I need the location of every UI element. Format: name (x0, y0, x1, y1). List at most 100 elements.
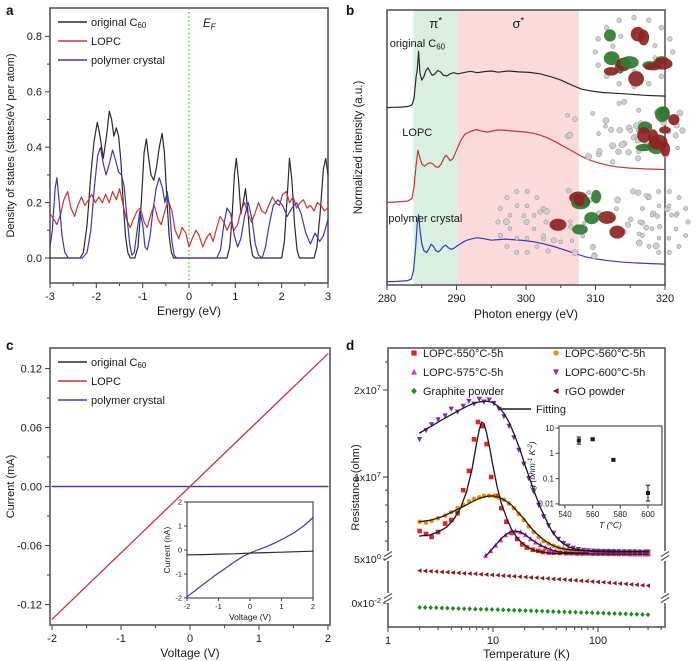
band-label: σ* (513, 14, 525, 31)
fermi-label: EF (203, 18, 217, 32)
c-legend-label: polymer crystal (91, 395, 165, 407)
d-inset: 540 560 580 600 10 1 0.1 0.01 T (°C) g (ohm-1 K-2… (527, 424, 663, 530)
c-inset-x-axis-label: Voltage (V) (229, 612, 271, 622)
panel-c-chart: -2 -1 0 1 2 0.12 0.06 0.00 -0.06 -0.12 Voltage (V)… (5, 347, 331, 660)
b-curve-label: LOPC (402, 127, 432, 139)
a-series-polymer-crystal (49, 146, 329, 259)
d-legend-label: LOPC-575°C-5h (423, 367, 503, 379)
a-y-axis-label: Density of states (states/eV per atom) (5, 53, 17, 237)
panel-a-chart: -3 -2 -1 0 1 2 3 0.0 0.2 0.4 0.6 0.8 Energy (eV) Dens… (5, 7, 331, 318)
a-x-tick: 2 (279, 291, 285, 303)
c-inset-x-tick: 0 (248, 602, 252, 611)
d-legend: LOPC-550°C-5h LOPC-560°C-5h LOPC-575°C-5h L… (411, 348, 645, 416)
b-y-axis-label: Normalized intensity (a.u.) (353, 81, 365, 215)
c-inset-x-tick: -2 (184, 602, 191, 611)
d-x-tick: 1 (385, 635, 391, 647)
c-x-tick: 2 (325, 633, 331, 645)
d-legend-label: Fitting (536, 404, 566, 416)
a-legend-label: LOPC (91, 36, 121, 48)
a-x-tick: 0 (186, 291, 192, 303)
d-series-graphite-powder (417, 604, 651, 618)
a-x-tick: -2 (91, 291, 101, 303)
a-x-tick: -3 (45, 291, 55, 303)
d-x-axis-label: Temperature (K) (483, 647, 570, 661)
a-x-tick: -1 (138, 291, 148, 303)
c-inset-y-tick: -1 (175, 570, 182, 579)
d-x-tick: 10 (487, 635, 499, 647)
d-y-axis-label: Resistance (ohm) (350, 444, 362, 530)
d-fit-lopc-600c-5h (418, 400, 649, 553)
c-legend-label: original C60 (91, 357, 147, 370)
a-y-tick: 0.0 (27, 253, 42, 265)
c-y-tick: -0.12 (17, 599, 42, 611)
d-x-tick: 100 (589, 635, 607, 647)
c-inset: -2 -1 0 1 2 -2 -1 0 1 2 Voltage (V) Current (nA) (162, 498, 315, 622)
d-inset-y-axis-label: g (ohm-1 K-2) (527, 441, 537, 489)
a-series-lopc (49, 188, 329, 248)
d-legend-label: Graphite powder (423, 386, 505, 398)
c-x-tick: -2 (47, 633, 57, 645)
panel-d-letter: d (346, 338, 355, 353)
d-legend-label: LOPC-560°C-5h (565, 348, 645, 360)
molecule-inset-original-c60 (592, 15, 676, 89)
a-y-tick: 0.6 (27, 87, 42, 99)
panel-c-letter: c (6, 338, 14, 353)
c-series-lopc (51, 353, 329, 620)
panel-b-letter: b (346, 3, 355, 18)
b-x-tick: 310 (586, 293, 604, 305)
d-inset-x-tick: 600 (641, 510, 655, 519)
c-inset-y-tick: 0 (178, 546, 182, 555)
d-y-tick: 5.0x10-2 (350, 596, 381, 610)
b-curve-label: original C60 (390, 38, 446, 51)
a-y-tick: 0.4 (27, 142, 42, 154)
c-inset-y-tick: 2 (178, 498, 182, 507)
b-series-polymer-crystal (386, 214, 666, 283)
c-y-tick: 0.06 (21, 422, 42, 434)
c-inset-x-tick: 2 (311, 602, 315, 611)
molecule-inset-lopc (564, 98, 686, 165)
c-legend: original C60 LOPC polymer crystal (58, 357, 165, 407)
panel-b-chart: π* σ* 280 290 300 310 320 Photon energy (eV) Nor… (353, 9, 691, 321)
c-y-tick: -0.06 (17, 540, 42, 552)
panel-a-letter: a (6, 3, 14, 18)
c-inset-x-tick: -1 (215, 602, 222, 611)
d-inset-y-tick: 1 (550, 449, 555, 458)
d-inset-x-tick: 580 (614, 510, 628, 519)
c-inset-y-axis-label: Current (nA) (162, 526, 172, 573)
d-fit-lopc-575c-5h (484, 530, 589, 557)
c-x-tick: 1 (256, 633, 262, 645)
a-x-tick: 1 (232, 291, 238, 303)
panel-d-chart: 1 10 100 2x107 1x107 5x100 5.0x10-2 Temperature… (350, 347, 670, 661)
a-y-tick: 0.2 (27, 197, 42, 209)
d-inset-y-tick: 0.01 (538, 500, 554, 509)
d-y-tick: 5x100 (354, 552, 381, 566)
c-x-tick: -1 (116, 633, 126, 645)
c-inset-x-tick: 1 (279, 602, 283, 611)
b-x-tick: 300 (517, 293, 535, 305)
d-y-tick: 1x107 (354, 470, 381, 484)
d-inset-y-tick: 0.1 (543, 474, 555, 483)
molecule-inset-polymer-crystal (495, 187, 691, 260)
a-legend-label: polymer crystal (91, 55, 165, 67)
c-y-tick: 0.00 (21, 481, 42, 493)
band-label: π* (429, 14, 442, 31)
c-x-tick: 0 (187, 633, 193, 645)
a-series-original-c60 (49, 110, 329, 259)
d-inset-y-tick: 10 (545, 424, 554, 433)
c-y-axis-label: Current (mA) (5, 455, 17, 519)
a-x-tick: 3 (325, 291, 331, 303)
b-curve-label: polymer crystal (388, 213, 462, 225)
d-series-rgo-powder (417, 568, 651, 588)
d-y-tick: 2x107 (354, 383, 381, 397)
d-inset-x-axis-label: T (°C) (599, 520, 622, 530)
a-legend-label: original C60 (91, 17, 147, 30)
c-inset-series-original-c60 (186, 550, 314, 556)
b-x-tick: 290 (447, 293, 465, 305)
a-x-axis-label: Energy (eV) (157, 304, 221, 318)
b-series-lopc (386, 129, 666, 204)
d-legend-label: LOPC-550°C-5h (423, 348, 503, 360)
d-legend-label: rGO powder (565, 386, 625, 398)
c-inset-y-tick: 1 (178, 522, 182, 531)
c-inset-y-tick: -2 (175, 594, 182, 603)
